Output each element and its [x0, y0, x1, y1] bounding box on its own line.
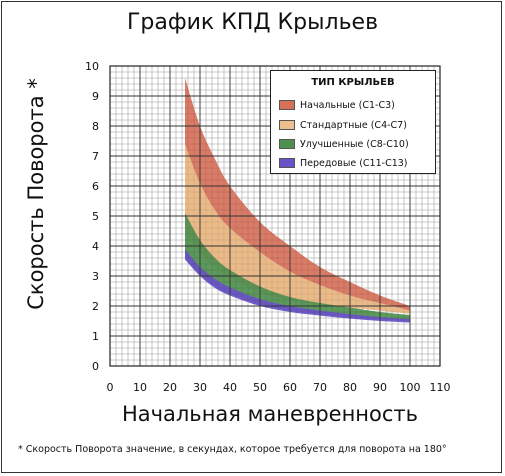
y-tick-label: 7 [92, 150, 99, 163]
band-standard [185, 144, 410, 314]
x-tick-label: 0 [107, 381, 114, 394]
x-axis-label: Начальная маневренность [121, 402, 419, 426]
y-tick-label: 5 [92, 210, 99, 223]
x-tick-label: 10 [133, 381, 147, 394]
x-tick-label: 80 [343, 381, 357, 394]
x-tick-label: 70 [313, 381, 327, 394]
legend: ТИП КРЫЛЬЕВ Начальные (C1-C3) Стандартны… [270, 70, 436, 174]
legend-swatch-beginner [279, 100, 295, 110]
y-tick-label: 2 [92, 300, 99, 313]
legend-label-advanced: Передовые (C11-C13) [300, 157, 408, 169]
legend-swatch-improved [279, 139, 295, 149]
x-tick-label: 110 [430, 381, 451, 394]
legend-item-improved: Улучшенные (C8-C10) [279, 138, 409, 150]
x-tick-label: 60 [283, 381, 297, 394]
y-tick-label: 0 [92, 360, 99, 373]
x-tick-label: 40 [223, 381, 237, 394]
legend-swatch-advanced [279, 158, 295, 168]
y-tick-label: 3 [92, 270, 99, 283]
legend-item-advanced: Передовые (C11-C13) [279, 157, 408, 169]
x-tick-label: 50 [253, 381, 267, 394]
legend-item-standard: Стандартные (C4-C7) [279, 119, 407, 131]
y-tick-label: 8 [92, 120, 99, 133]
footnote: * Скорость Поворота значение, в секундах… [18, 444, 447, 455]
x-tick-label: 20 [163, 381, 177, 394]
y-tick-labels: 0 1 2 3 4 5 6 7 8 9 10 [85, 60, 99, 373]
y-tick-label: 4 [92, 240, 99, 253]
y-tick-label: 6 [92, 180, 99, 193]
y-tick-label: 9 [92, 90, 99, 103]
y-tick-label: 10 [85, 60, 99, 73]
x-tick-label: 30 [193, 381, 207, 394]
chart-title: График КПД Крыльев [126, 10, 379, 35]
x-tick-label: 100 [400, 381, 421, 394]
x-tick-labels: 0 10 20 30 40 50 60 70 80 90 100 110 [107, 381, 451, 394]
x-tick-label: 90 [373, 381, 387, 394]
legend-swatch-standard [279, 120, 295, 130]
y-tick-label: 1 [92, 330, 99, 343]
legend-title: ТИП КРЫЛЬЕВ [311, 77, 395, 88]
legend-label-improved: Улучшенные (C8-C10) [300, 138, 409, 150]
legend-label-beginner: Начальные (C1-C3) [300, 99, 395, 111]
legend-label-standard: Стандартные (C4-C7) [300, 119, 407, 131]
plot-border [109, 65, 441, 367]
legend-item-beginner: Начальные (C1-C3) [279, 99, 395, 111]
band-advanced [185, 249, 410, 323]
